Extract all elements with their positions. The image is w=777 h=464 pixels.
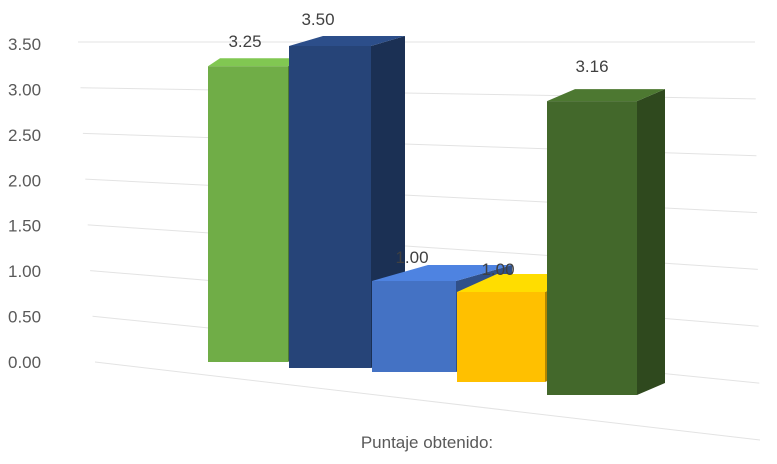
bar-front-face: [457, 292, 545, 382]
y-tick-label: 3.00: [8, 80, 41, 99]
x-axis-label: Puntaje obtenido:: [361, 433, 493, 452]
bar-top-face: [372, 265, 512, 281]
bar-top-face: [547, 89, 665, 102]
y-tick-label: 0.00: [8, 353, 41, 372]
bar-side-face: [637, 89, 665, 396]
data-labels: 3.25 3.50 1.00 1.00 3.16: [228, 10, 608, 279]
y-axis-ticks: 0.00 0.50 1.00 1.50 2.00 2.50 3.00 3.50: [8, 35, 41, 372]
y-tick-label: 0.50: [8, 308, 41, 327]
bar-front-face: [372, 281, 456, 372]
data-label: 3.25: [228, 32, 261, 51]
y-tick-label: 3.50: [8, 35, 41, 54]
data-label: 1.00: [395, 248, 428, 267]
gridline: [94, 361, 761, 441]
bar-1: [208, 58, 300, 362]
bar-front-face: [208, 66, 288, 362]
y-tick-label: 2.50: [8, 126, 41, 145]
bar-top-face: [208, 58, 300, 67]
data-label: 3.16: [575, 57, 608, 76]
data-label: 1.00: [481, 260, 514, 279]
data-label: 3.50: [301, 10, 334, 29]
bars: [208, 36, 665, 396]
y-tick-label: 1.50: [8, 217, 41, 236]
y-tick-label: 2.00: [8, 171, 41, 190]
y-tick-label: 1.00: [8, 262, 41, 281]
bar-5: [547, 89, 665, 396]
bar-front-face: [289, 46, 371, 368]
bar-front-face: [547, 101, 637, 396]
bar-top-face: [289, 36, 405, 46]
